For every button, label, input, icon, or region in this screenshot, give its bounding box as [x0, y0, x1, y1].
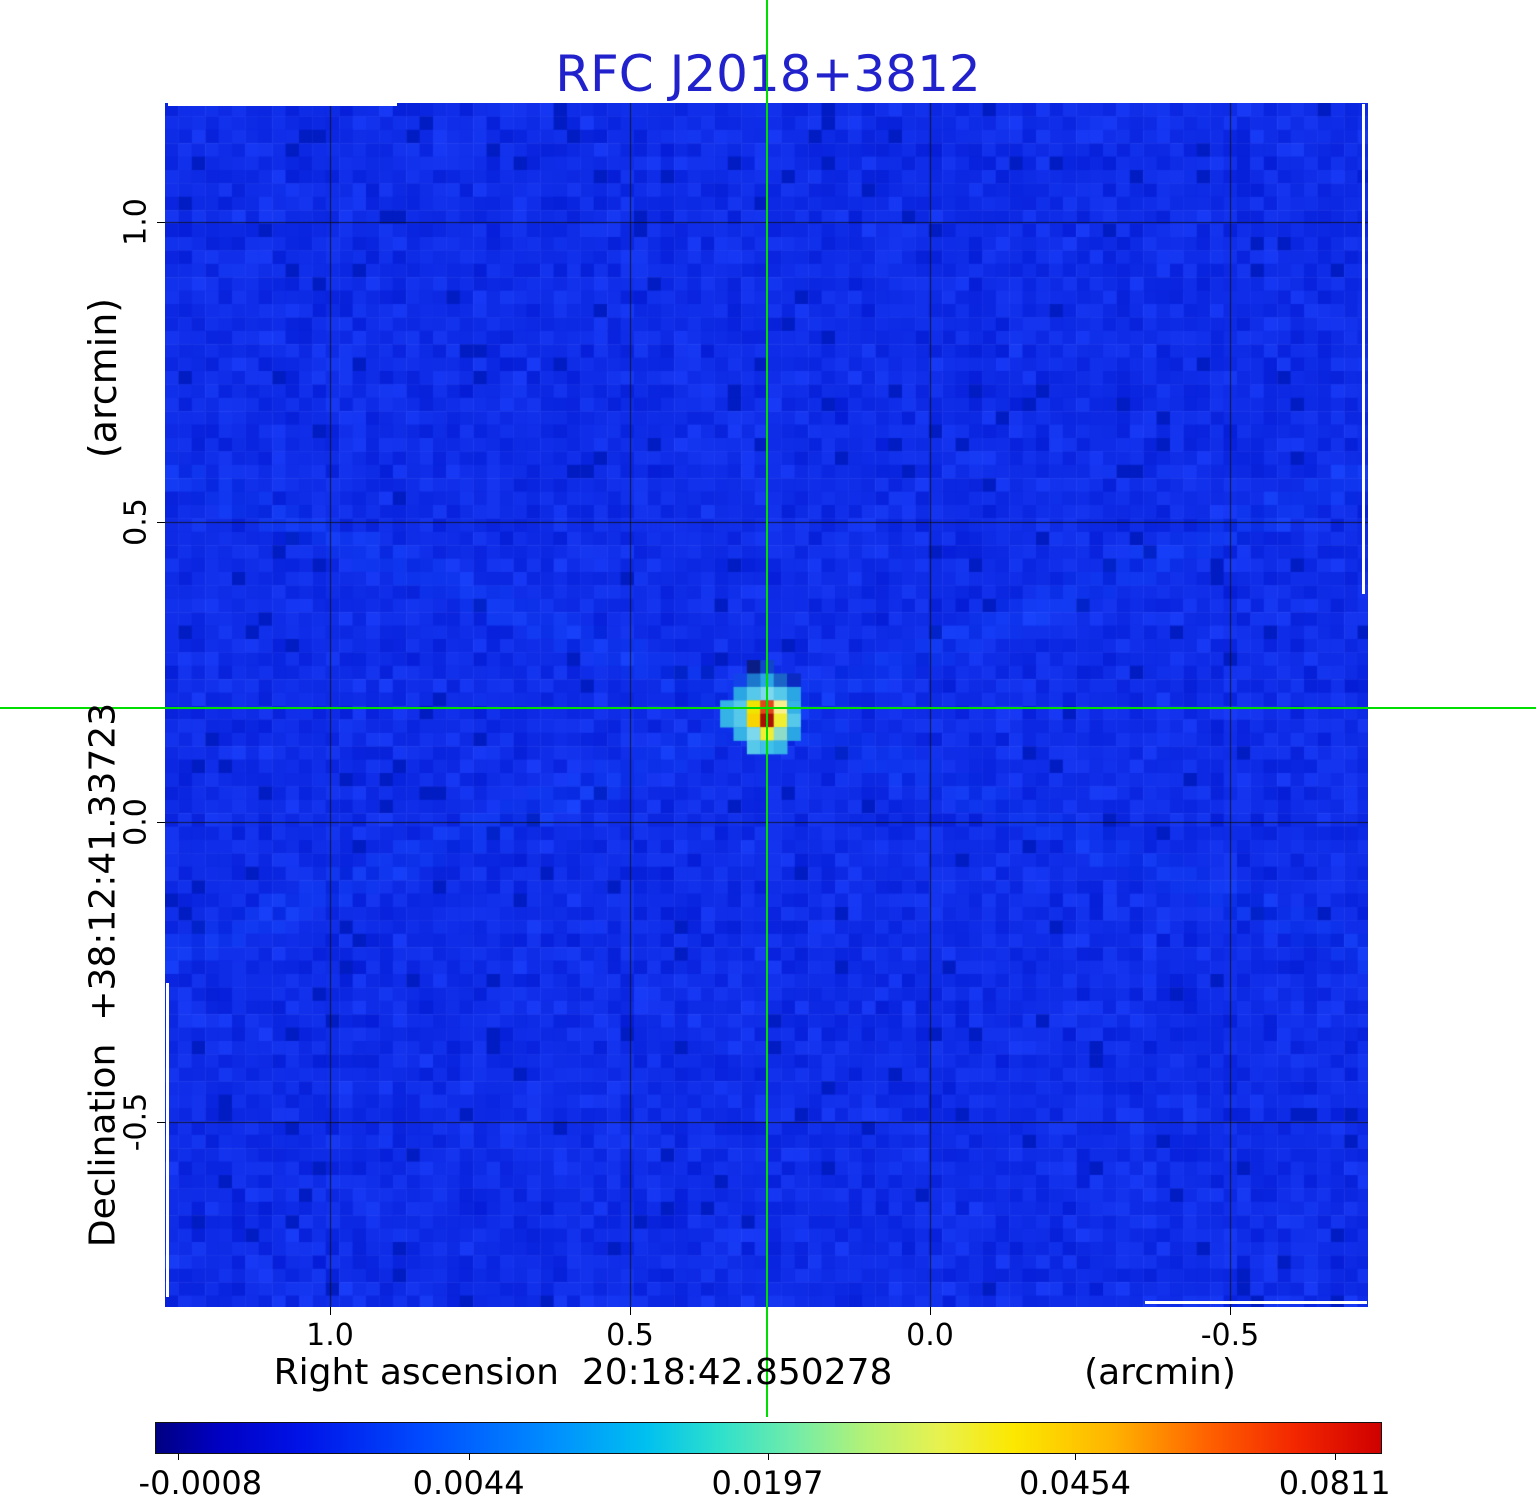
x-axis-tick-mark [1230, 1307, 1231, 1315]
colorbar-tick-mark [1074, 1454, 1076, 1460]
render-artifact-left [166, 983, 169, 1297]
colorbar [155, 1422, 1382, 1454]
render-artifact-bottom [1145, 1301, 1367, 1304]
x-axis-unit-label: (arcmin) [1084, 1352, 1236, 1393]
y-axis-tick-label: -0.5 [118, 1092, 154, 1152]
colorbar-tick-mark [1334, 1454, 1336, 1460]
y-axis-tick-label: 0.5 [118, 498, 154, 546]
colorbar-tick-mark [468, 1454, 470, 1460]
colorbar-tick-label: -0.0008 [138, 1464, 263, 1502]
y-axis-label: Declination +38:12:41.33723 [82, 702, 124, 1248]
colorbar-tick-mark [178, 1454, 180, 1460]
x-axis-tick-mark [930, 1307, 931, 1315]
colorbar-tick-label: 0.0811 [1278, 1464, 1391, 1502]
y-axis-tick-label: 0.0 [118, 798, 154, 846]
y-axis-unit-label: (arcmin) [81, 297, 125, 459]
render-artifact-top [168, 103, 397, 106]
colorbar-tick-label: 0.0454 [1018, 1464, 1131, 1502]
x-axis-tick-mark [630, 1307, 631, 1315]
y-axis-tick-mark [157, 1122, 165, 1123]
y-axis-tick-mark [157, 522, 165, 523]
render-artifact-right [1362, 104, 1365, 594]
crosshair-horizontal-line [0, 707, 1536, 709]
y-axis-tick-mark [157, 822, 165, 823]
x-axis-label: Right ascension 20:18:42.850278 [273, 1352, 893, 1393]
colorbar-tick-mark [767, 1454, 769, 1460]
plot-title: RFC J2018+3812 [555, 45, 981, 103]
colorbar-tick-label: 0.0197 [711, 1464, 824, 1502]
x-axis-tick-label: -0.5 [1200, 1318, 1260, 1353]
x-axis-tick-mark [330, 1307, 331, 1315]
x-axis-tick-label: 1.0 [306, 1318, 354, 1353]
x-axis-tick-label: 0.0 [906, 1318, 954, 1353]
colorbar-tick-label: 0.0044 [412, 1464, 525, 1502]
y-axis-tick-label: 1.0 [118, 198, 154, 246]
x-axis-tick-label: 0.5 [606, 1318, 654, 1353]
y-axis-tick-mark [157, 222, 165, 223]
